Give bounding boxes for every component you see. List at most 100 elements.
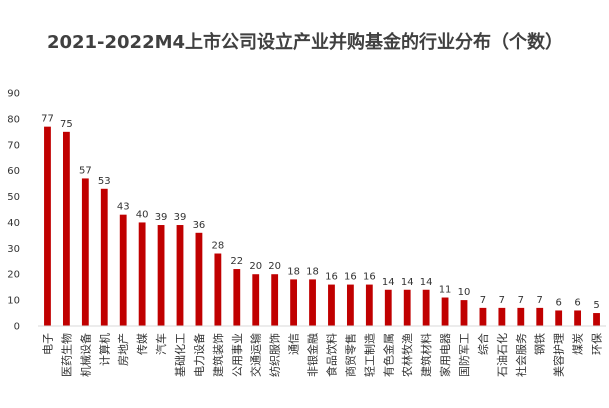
data-label: 14 [401, 277, 414, 288]
bar [214, 253, 222, 326]
x-tick-label: 纺织服饰 [268, 333, 282, 377]
y-tick-label: 0 [14, 322, 20, 333]
bar [536, 307, 544, 326]
x-tick-label: 基础化工 [173, 333, 187, 377]
x-tick-label: 煤炭 [572, 333, 585, 355]
x-tick-label: 综合 [476, 333, 490, 355]
x-tick-label: 建筑材料 [419, 333, 433, 377]
data-label: 20 [268, 261, 281, 272]
y-tick-label: 20 [7, 270, 20, 281]
x-tick-label: 电子 [41, 333, 54, 355]
bar [365, 284, 373, 326]
y-tick-label: 80 [7, 114, 20, 125]
data-label: 20 [249, 261, 262, 272]
bar [119, 214, 127, 326]
bar [555, 310, 563, 326]
data-label: 36 [193, 220, 206, 231]
x-tick-label: 通信 [288, 333, 301, 355]
bar [422, 289, 430, 326]
bar [498, 307, 506, 326]
data-label: 14 [382, 277, 395, 288]
data-label: 16 [344, 272, 357, 283]
y-tick-label: 60 [7, 166, 20, 177]
bar [346, 284, 354, 326]
x-tick-label: 家用电器 [438, 333, 452, 377]
data-label: 7 [480, 295, 486, 306]
x-tick-label: 建筑装饰 [211, 333, 225, 377]
bar [574, 310, 582, 326]
bar [403, 289, 411, 326]
data-label: 57 [79, 165, 92, 176]
data-label: 6 [574, 297, 580, 308]
bar [157, 225, 165, 326]
data-label: 5 [593, 300, 599, 311]
x-tick-label: 社会服务 [514, 333, 528, 377]
bar [290, 279, 298, 326]
data-label: 39 [155, 212, 168, 223]
x-tick-label: 非银金融 [306, 333, 320, 377]
bar [176, 225, 184, 326]
bar [62, 131, 70, 326]
x-tick-label: 美容护理 [552, 333, 566, 377]
y-tick-label: 70 [7, 140, 20, 151]
bar [384, 289, 392, 326]
x-tick-label: 交通运输 [249, 333, 263, 377]
bar [593, 313, 600, 326]
x-tick-label: 轻工制造 [362, 333, 376, 377]
data-label: 28 [211, 241, 224, 252]
data-label: 16 [363, 272, 376, 283]
x-tick-label: 房地产 [116, 333, 130, 366]
bar [138, 222, 146, 326]
x-tick-label: 农林牧渔 [400, 333, 414, 377]
bar [252, 274, 260, 326]
bar [460, 300, 468, 326]
x-tick-label: 有色金属 [381, 333, 395, 377]
bar [479, 307, 487, 326]
data-label: 40 [136, 209, 149, 220]
bar [233, 269, 241, 326]
data-label: 7 [518, 295, 524, 306]
x-tick-label: 机械设备 [78, 333, 92, 377]
data-label: 14 [420, 277, 433, 288]
data-label: 16 [325, 272, 338, 283]
x-tick-label: 环保 [590, 333, 604, 355]
data-label: 75 [60, 119, 73, 130]
y-tick-label: 10 [7, 296, 20, 307]
x-tick-label: 国防军工 [457, 333, 471, 377]
x-tick-label: 医药生物 [59, 333, 73, 377]
bar [81, 178, 89, 326]
bar [100, 188, 108, 326]
x-axis: 电子 医药生物 机械设备 计算机 房地产 传媒 汽车 基础化工 电力设备 建筑装饰 公用事业 交通运输… [38, 325, 606, 377]
data-label: 11 [439, 285, 452, 296]
data-label: 10 [458, 287, 471, 298]
x-tick-label: 计算机 [97, 333, 111, 366]
bar [271, 274, 279, 326]
x-tick-label: 传媒 [136, 333, 149, 355]
bars [44, 126, 600, 327]
x-tick-label: 钢铁 [534, 333, 547, 355]
data-label: 43 [117, 202, 130, 213]
data-label: 22 [230, 256, 243, 267]
y-axis: 0 10 20 30 40 50 60 70 80 90 [7, 89, 20, 333]
data-label: 18 [306, 266, 319, 277]
data-label: 7 [537, 295, 543, 306]
x-tick-label: 商贸零售 [343, 333, 357, 377]
y-tick-label: 30 [7, 244, 20, 255]
bar [309, 279, 316, 326]
x-tick-label: 电力设备 [192, 333, 206, 377]
bar [328, 284, 335, 326]
data-label: 39 [174, 212, 187, 223]
data-label: 18 [287, 266, 300, 277]
x-tick-label: 食品饮料 [324, 333, 338, 377]
y-tick-label: 50 [7, 192, 20, 203]
data-label: 6 [555, 297, 561, 308]
x-tick-label: 石油石化 [495, 333, 509, 377]
data-label: 77 [41, 114, 54, 125]
chart-title: 2021-2022M4上市公司设立产业并购基金的行业分布（个数） [46, 32, 564, 53]
bar [441, 297, 449, 326]
bar [195, 232, 203, 326]
bar [517, 307, 525, 326]
x-tick-label: 汽车 [154, 333, 168, 355]
